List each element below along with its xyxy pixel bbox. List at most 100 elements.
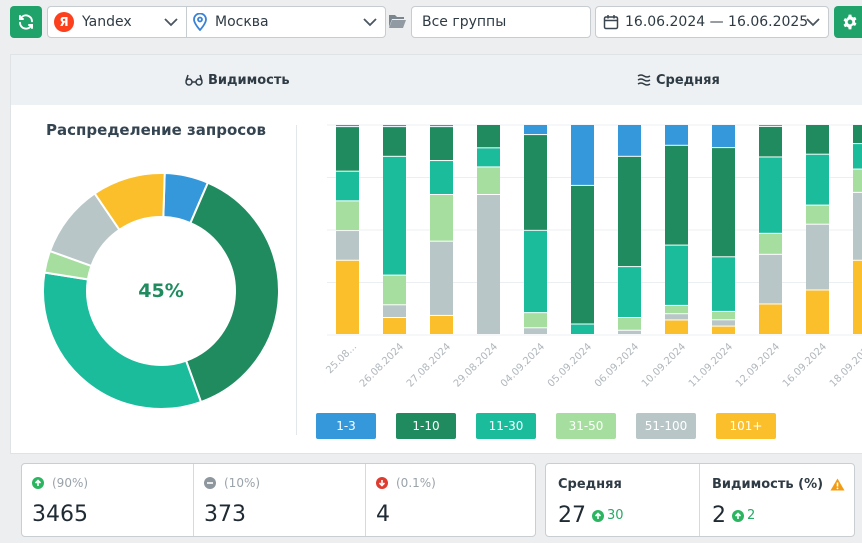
bar-segment-51-100[interactable] bbox=[618, 330, 641, 334]
bar-segment-11-30[interactable] bbox=[618, 267, 641, 318]
bar-segment-51-100[interactable] bbox=[665, 314, 688, 320]
toolbar: Я Yandex Москва Все группы 16.06.2024 — … bbox=[0, 0, 862, 46]
bar-segment-11-30[interactable] bbox=[383, 156, 406, 275]
tab-average[interactable]: Средняя bbox=[637, 55, 720, 105]
bar-segment-101+[interactable] bbox=[665, 320, 688, 334]
bar-segment-1-3[interactable] bbox=[336, 125, 359, 127]
bar-segment-1-10[interactable] bbox=[712, 148, 735, 257]
x-tick-label: 18.09.2024 bbox=[828, 341, 862, 389]
bar-segment-1-3[interactable] bbox=[524, 125, 547, 135]
bar-segment-1-10[interactable] bbox=[806, 125, 829, 154]
bar-segment-1-10[interactable] bbox=[430, 127, 453, 161]
bar-segment-1-10[interactable] bbox=[759, 126, 782, 157]
region-select[interactable]: Москва bbox=[186, 6, 386, 38]
bar-segment-1-3[interactable] bbox=[618, 125, 641, 156]
bar-segment-51-100[interactable] bbox=[477, 195, 500, 334]
bar-segment-11-30[interactable] bbox=[430, 161, 453, 194]
bar-segment-51-100[interactable] bbox=[759, 254, 782, 304]
bar-segment-11-30[interactable] bbox=[853, 144, 862, 169]
bar-segment-11-30[interactable] bbox=[806, 154, 829, 205]
legend-item-101+[interactable]: 101+ bbox=[716, 413, 776, 439]
donut-chart: 45% bbox=[39, 169, 283, 413]
bar-segment-101+[interactable] bbox=[430, 315, 453, 334]
kpi-visibility-title: Видимость (%) bbox=[712, 477, 824, 492]
donut-slice-1-10[interactable] bbox=[184, 181, 280, 404]
legend-item-31-50[interactable]: 31-50 bbox=[556, 413, 616, 439]
bar-segment-31-50[interactable] bbox=[712, 311, 735, 320]
bar-segment-101+[interactable] bbox=[712, 326, 735, 334]
bar-segment-11-30[interactable] bbox=[477, 148, 500, 167]
bar-segment-31-50[interactable] bbox=[665, 305, 688, 314]
stat-improved-pct: (90%) bbox=[52, 476, 89, 490]
group-select[interactable]: Все группы bbox=[411, 6, 591, 38]
bar-segment-1-10[interactable] bbox=[477, 125, 500, 148]
bar-segment-31-50[interactable] bbox=[759, 233, 782, 254]
bar-segment-31-50[interactable] bbox=[853, 169, 862, 192]
stacked-bar-chart: 25.08... 26.08.2024 27.08.2024 29.08.2024 04… bbox=[307, 117, 862, 447]
bar-segment-11-30[interactable] bbox=[336, 171, 359, 201]
search-engine-select[interactable]: Я Yandex bbox=[47, 6, 187, 38]
minus-circle-icon bbox=[204, 477, 216, 489]
bar-segment-51-100[interactable] bbox=[524, 328, 547, 334]
kpi-stats: Средняя 27 30 Видимость (%) 2 2 bbox=[545, 463, 855, 537]
refresh-button[interactable] bbox=[10, 6, 42, 38]
bar-segment-11-30[interactable] bbox=[665, 245, 688, 305]
stat-declined: (0.1%) 4 bbox=[366, 464, 536, 536]
bar-segment-101+[interactable] bbox=[759, 304, 782, 334]
bar-segment-1-3[interactable] bbox=[430, 125, 453, 127]
bar-segment-31-50[interactable] bbox=[336, 201, 359, 231]
bar-segment-1-3[interactable] bbox=[383, 125, 406, 127]
bar-segment-51-100[interactable] bbox=[712, 320, 735, 326]
legend-item-51-100[interactable]: 51-100 bbox=[636, 413, 696, 439]
x-tick-label: 29.08.2024 bbox=[452, 341, 500, 389]
warning-icon[interactable] bbox=[830, 478, 845, 491]
bar-segment-101+[interactable] bbox=[806, 290, 829, 334]
chevron-down-icon bbox=[806, 18, 820, 27]
bar-segment-51-100[interactable] bbox=[853, 192, 862, 260]
bar-segment-101+[interactable] bbox=[853, 260, 862, 334]
bar-segment-1-3[interactable] bbox=[759, 125, 782, 126]
bar-segment-1-10[interactable] bbox=[336, 127, 359, 171]
bar-segment-11-30[interactable] bbox=[571, 324, 594, 335]
bar-segment-51-100[interactable] bbox=[430, 241, 453, 315]
bar-segment-31-50[interactable] bbox=[383, 275, 406, 305]
bar-segment-11-30[interactable] bbox=[712, 257, 735, 311]
bar-segment-31-50[interactable] bbox=[524, 313, 547, 328]
bar-segment-101+[interactable] bbox=[383, 318, 406, 334]
date-range-picker[interactable]: 16.06.2024 — 16.06.2025 bbox=[595, 6, 829, 38]
donut-slice-11-30[interactable] bbox=[42, 271, 203, 410]
bar-segment-1-10[interactable] bbox=[571, 185, 594, 324]
bar-segment-31-50[interactable] bbox=[806, 205, 829, 224]
bar-segment-51-100[interactable] bbox=[806, 224, 829, 290]
region-value: Москва bbox=[215, 14, 269, 30]
bar-segment-51-100[interactable] bbox=[336, 231, 359, 260]
kpi-average-title: Средняя bbox=[558, 477, 622, 492]
bar-segment-1-10[interactable] bbox=[665, 145, 688, 245]
tab-visibility[interactable]: Видимость bbox=[185, 55, 290, 105]
bar-segment-31-50[interactable] bbox=[618, 318, 641, 330]
settings-button[interactable] bbox=[834, 6, 862, 38]
stat-improved-value: 3465 bbox=[32, 502, 88, 527]
glasses-icon bbox=[185, 74, 203, 86]
legend-item-11-30[interactable]: 11-30 bbox=[476, 413, 536, 439]
donut-slice-101+[interactable] bbox=[93, 172, 166, 232]
bar-segment-1-3[interactable] bbox=[712, 125, 735, 148]
bar-segment-101+[interactable] bbox=[336, 260, 359, 334]
bar-segment-11-30[interactable] bbox=[759, 157, 782, 233]
legend-item-1-3[interactable]: 1-3 bbox=[316, 413, 376, 439]
stat-declined-pct: (0.1%) bbox=[396, 476, 436, 490]
bar-segment-1-10[interactable] bbox=[383, 127, 406, 156]
bar-segment-1-3[interactable] bbox=[571, 125, 594, 185]
distribution-title: Распределение запросов bbox=[46, 121, 266, 139]
gear-icon bbox=[843, 14, 857, 30]
bar-segment-1-3[interactable] bbox=[665, 125, 688, 145]
bar-segment-1-10[interactable] bbox=[618, 156, 641, 267]
bar-segment-1-10[interactable] bbox=[853, 125, 862, 144]
bar-segment-1-10[interactable] bbox=[524, 135, 547, 230]
bar-segment-31-50[interactable] bbox=[430, 195, 453, 241]
bar-segment-11-30[interactable] bbox=[524, 230, 547, 313]
legend-item-1-10[interactable]: 1-10 bbox=[396, 413, 456, 439]
bar-segment-31-50[interactable] bbox=[477, 167, 500, 194]
bar-segment-51-100[interactable] bbox=[383, 305, 406, 318]
chevron-down-icon bbox=[164, 18, 178, 27]
